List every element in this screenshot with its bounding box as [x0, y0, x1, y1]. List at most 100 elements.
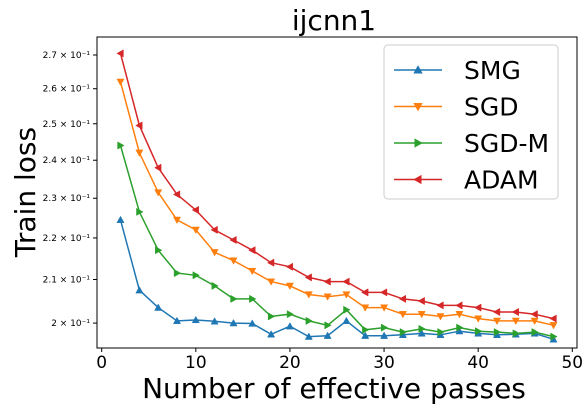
data-point — [324, 321, 332, 330]
legend-label: ADAM — [464, 166, 539, 195]
data-point — [285, 322, 294, 330]
data-point — [116, 78, 125, 87]
data-point — [154, 163, 162, 172]
data-point — [304, 273, 312, 282]
y-axis: 2 × 10⁻¹ 2.1 × 10⁻¹ 2.2 × 10⁻¹ 2.3 × 10⁻¹ 2.… — [43, 51, 97, 329]
data-point — [154, 189, 163, 197]
data-point — [285, 282, 294, 291]
legend-marker — [413, 174, 422, 185]
data-point — [323, 277, 331, 286]
axes-frame — [96, 36, 578, 349]
data-point — [304, 332, 313, 340]
data-point — [379, 288, 388, 297]
data-point — [210, 317, 219, 325]
data-point — [135, 121, 143, 130]
data-point — [455, 311, 464, 319]
data-point — [248, 267, 257, 276]
x-tick-label: 20 — [279, 353, 301, 373]
y-tick-label: 2.1 × 10⁻¹ — [43, 276, 91, 286]
data-point — [304, 291, 313, 299]
data-point — [362, 325, 370, 334]
x-tick-label: 0 — [96, 353, 107, 373]
legend-marker — [413, 103, 423, 112]
data-point — [249, 294, 257, 303]
series-adam — [116, 49, 557, 323]
data-point — [172, 190, 181, 199]
data-point — [549, 322, 558, 330]
data-point — [135, 286, 144, 294]
data-point — [229, 318, 238, 327]
data-point — [173, 269, 182, 278]
data-point — [475, 327, 483, 336]
data-point — [380, 304, 389, 312]
data-point — [323, 331, 332, 339]
data-point — [342, 277, 350, 286]
data-point — [116, 49, 124, 58]
y-tick-label: 2.6 × 10⁻¹ — [43, 85, 91, 95]
legend-label: SGD-M — [464, 129, 549, 158]
data-point — [117, 141, 125, 150]
data-point — [229, 235, 237, 245]
data-point — [323, 293, 332, 301]
legend-label: SGD — [464, 93, 519, 122]
y-tick-label: 2.5 × 10⁻¹ — [43, 120, 91, 130]
data-point — [361, 304, 370, 312]
y-tick-label: 2.7 × 10⁻¹ — [43, 51, 91, 61]
data-point — [418, 324, 426, 333]
y-axis-label: Train loss — [9, 127, 42, 258]
data-point — [437, 328, 445, 337]
data-point — [380, 323, 389, 332]
data-point — [511, 307, 519, 317]
data-point — [229, 257, 238, 265]
data-point — [267, 330, 276, 338]
series-smg — [116, 215, 558, 343]
data-point — [530, 317, 539, 326]
y-tick-label: 2 × 10⁻¹ — [51, 319, 90, 329]
data-point — [191, 205, 199, 215]
data-point — [492, 317, 502, 326]
data-point — [286, 310, 295, 319]
data-point — [455, 301, 463, 310]
data-point — [492, 307, 501, 317]
x-tick-label: 30 — [373, 353, 395, 373]
legend-box — [383, 44, 559, 200]
data-point — [211, 281, 219, 290]
data-point — [361, 331, 370, 339]
data-point — [342, 316, 351, 324]
data-point — [230, 294, 238, 303]
data-point — [398, 294, 407, 303]
legend-marker — [414, 138, 423, 148]
data-point — [530, 310, 538, 319]
data-point — [248, 246, 256, 255]
data-point — [511, 317, 520, 326]
data-point — [155, 246, 163, 255]
data-point — [417, 296, 425, 306]
data-point — [267, 312, 276, 321]
data-point — [210, 249, 219, 257]
data-point — [550, 332, 558, 341]
data-point — [512, 329, 520, 338]
data-point — [398, 311, 407, 319]
plot-area — [116, 49, 558, 343]
data-point — [399, 328, 408, 337]
y-tick-label: 2.2 × 10⁻¹ — [43, 234, 91, 244]
x-tick-label: 50 — [561, 353, 583, 373]
data-point — [493, 328, 502, 337]
data-point — [549, 314, 557, 323]
y-tick-label: 2.3 × 10⁻¹ — [43, 194, 91, 204]
legend: SMG SGD SGD-M ADAM — [383, 44, 559, 200]
data-point — [531, 328, 539, 337]
data-point — [380, 331, 389, 339]
data-point — [474, 303, 482, 312]
x-axis-label: Number of effective passes — [142, 372, 526, 405]
data-point — [116, 215, 125, 223]
data-point — [436, 301, 444, 310]
data-point — [172, 216, 182, 225]
x-tick-label: 40 — [467, 353, 489, 373]
data-point — [361, 288, 369, 297]
data-point — [135, 149, 144, 157]
x-axis: 0 10 20 30 40 50 — [96, 348, 583, 373]
legend-marker — [413, 65, 423, 74]
series-sgd — [116, 78, 558, 330]
